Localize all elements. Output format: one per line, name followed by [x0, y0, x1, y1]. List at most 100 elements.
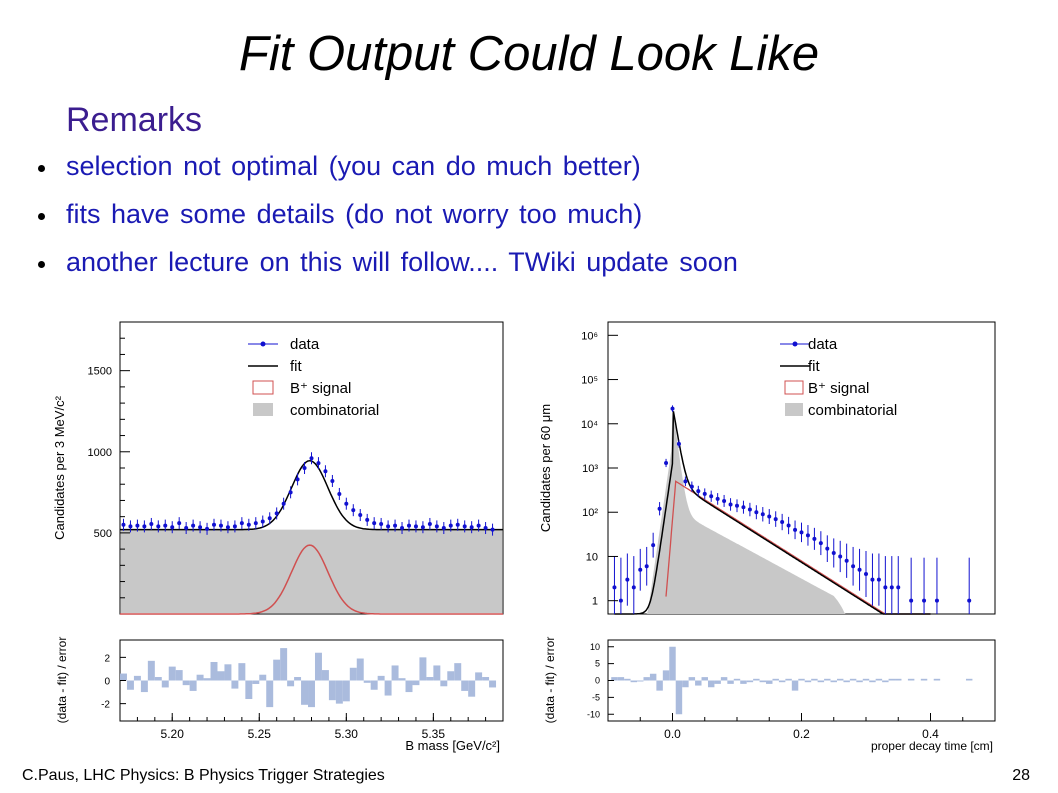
data-point	[184, 526, 189, 531]
residual-bar	[811, 678, 818, 681]
bullet-dot-icon	[38, 213, 45, 220]
y-tick-label: -5	[592, 692, 600, 702]
residual-bar	[882, 680, 889, 683]
y-axis-label: (data - fit) / error	[543, 637, 557, 724]
data-point	[812, 536, 817, 541]
residual-bar	[843, 680, 850, 683]
legend-combinatorial-label: combinatorial	[808, 402, 897, 419]
data-point	[212, 522, 217, 527]
legend-combinatorial-box	[785, 403, 803, 416]
data-point	[709, 494, 714, 499]
data-point	[490, 527, 495, 532]
residual-bar	[965, 678, 973, 681]
data-point	[909, 598, 914, 603]
residual-bar	[624, 678, 631, 681]
data-point	[644, 564, 649, 569]
y-tick-label: 10⁴	[581, 419, 598, 431]
data-point	[870, 577, 875, 582]
residual-bar	[817, 680, 825, 683]
data-point	[754, 510, 759, 515]
y-tick-label: 0	[104, 677, 110, 688]
x-tick-label: 5.20	[161, 727, 185, 741]
residual-bar	[489, 680, 497, 688]
data-point	[225, 525, 230, 530]
residual-bar	[766, 680, 773, 684]
data-point	[715, 496, 720, 501]
residual-bar	[133, 675, 141, 681]
residual-bar	[273, 659, 281, 681]
residual-bar	[419, 657, 427, 681]
residual-bar	[907, 678, 915, 681]
data-point	[780, 520, 785, 525]
signal-curve	[120, 544, 503, 615]
residual-bar	[643, 677, 650, 681]
residual-bar	[321, 670, 329, 681]
data-point	[163, 523, 168, 528]
residual-bar	[447, 671, 455, 681]
residual-bar	[154, 677, 162, 681]
data-point	[683, 479, 688, 484]
bullet-dot-icon	[38, 165, 45, 172]
residual-bar	[384, 680, 392, 696]
y-tick-label: 0	[595, 676, 600, 686]
residual-bar	[804, 680, 812, 683]
bullet-item: another lecture on this will follow.... …	[38, 249, 738, 297]
page-number: 28	[1012, 767, 1030, 784]
data-point	[889, 585, 894, 590]
data-point	[469, 525, 474, 530]
data-point	[793, 527, 798, 532]
residual-bar	[189, 680, 197, 691]
residual-bar	[714, 680, 721, 684]
residual-bar	[753, 678, 760, 681]
x-tick-label: 0.2	[793, 727, 810, 741]
y-tick-label: 10⁵	[581, 375, 598, 387]
residual-bar	[217, 671, 225, 681]
data-point	[876, 577, 881, 582]
residual-bar	[798, 678, 805, 681]
residual-bar	[759, 680, 767, 683]
residual-bar	[875, 678, 883, 681]
data-point	[267, 516, 272, 521]
residual-bar	[920, 678, 928, 681]
data-point	[232, 524, 237, 529]
residual-bar	[856, 680, 863, 683]
residual-bar	[649, 673, 657, 681]
data-point	[406, 523, 411, 528]
data-point	[612, 585, 617, 590]
y-tick-label: 5	[595, 659, 600, 669]
residual-bar	[287, 680, 295, 687]
residual-bar	[482, 677, 490, 681]
data-point	[747, 507, 752, 512]
residual-bar	[440, 680, 448, 687]
data-point	[722, 498, 727, 503]
data-point	[337, 491, 342, 496]
bullet-list: selection not optimal (you can do much b…	[38, 153, 738, 297]
data-point	[818, 541, 823, 546]
residual-bar	[454, 663, 462, 681]
data-point	[825, 546, 830, 551]
data-point	[476, 523, 481, 528]
residual-bar	[294, 677, 302, 681]
data-point	[142, 524, 147, 529]
data-point	[689, 484, 694, 489]
residual-bar	[611, 677, 618, 681]
residual-bar	[836, 678, 844, 681]
x-tick-label: 5.30	[335, 727, 359, 741]
residual-bar	[203, 678, 211, 681]
residual-bar	[349, 667, 357, 681]
residual-bar	[259, 674, 267, 681]
residual-bar	[245, 680, 253, 700]
legend-signal-box	[252, 380, 274, 395]
residual-bar	[147, 660, 155, 681]
residual-bar	[701, 677, 708, 681]
residual-bar	[363, 680, 371, 683]
residual-bar	[335, 680, 343, 704]
residual-bar	[461, 680, 469, 691]
residual-bar	[426, 677, 434, 681]
data-point	[728, 502, 733, 507]
data-point	[316, 461, 321, 466]
x-tick-label: 0.0	[664, 727, 681, 741]
x-axis-label: proper decay time [cm]	[871, 739, 993, 753]
residual-bar	[398, 678, 406, 681]
